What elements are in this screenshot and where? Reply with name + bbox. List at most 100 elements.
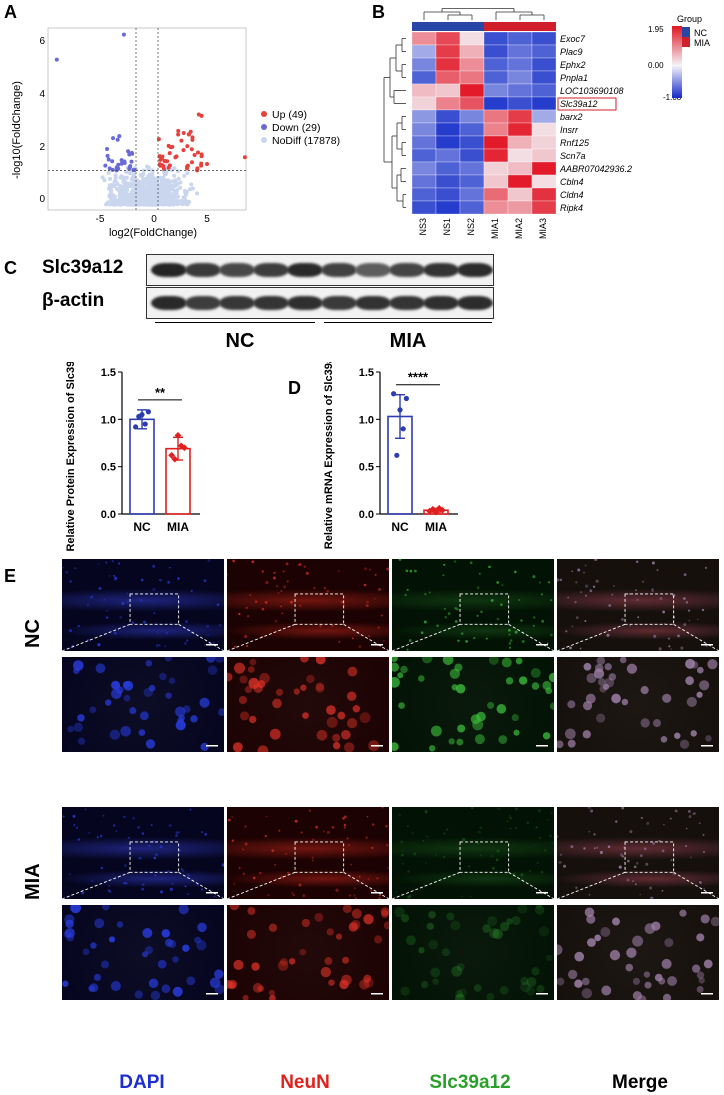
cell: [302, 894, 306, 897]
mrna-chart-svg: Relative mRNA Expression of Slc39a12 0.0…: [323, 345, 458, 549]
cell: [377, 626, 380, 629]
cell: [74, 567, 77, 570]
scale-tick-mid: 0.00: [648, 61, 664, 70]
cell: [409, 569, 413, 573]
cell: [635, 589, 638, 592]
cell: [338, 640, 341, 643]
protein-bar-chart: Relative Protein Expression of Slc39a12 …: [60, 342, 210, 552]
blot-band: [321, 263, 357, 277]
cell: [265, 815, 268, 818]
cell: [380, 614, 383, 617]
nodiff-point: [133, 182, 138, 187]
nodiff-point: [141, 172, 146, 177]
cell: [340, 600, 344, 604]
heatmap-cell: [435, 161, 461, 176]
cell: [565, 630, 568, 633]
cell: [526, 977, 537, 988]
cell: [499, 921, 510, 932]
up-point: [185, 163, 190, 168]
micrograph-cells: [557, 559, 719, 651]
heatmap-cell: [459, 161, 485, 176]
heatmap-cell: [411, 57, 437, 72]
cell: [337, 570, 340, 573]
blot-band: [389, 296, 425, 310]
cell: [535, 826, 538, 829]
cell: [227, 818, 231, 822]
nodiff-point: [185, 202, 190, 207]
cell: [238, 866, 241, 869]
scale-bar: [701, 892, 713, 894]
cell: [584, 907, 595, 918]
cell: [449, 668, 460, 679]
cell: [619, 657, 627, 664]
cell: [86, 603, 90, 607]
cell: [395, 891, 398, 893]
cell: [508, 633, 511, 636]
cell: [335, 888, 339, 892]
cell: [407, 870, 410, 873]
nodiff-point: [153, 202, 158, 207]
cell: [150, 824, 153, 826]
cell: [268, 989, 275, 996]
zoom-guide-line: [673, 871, 719, 899]
nodiff-point: [172, 173, 177, 178]
cell: [372, 823, 375, 826]
cell: [392, 657, 398, 662]
zoom-guide-line: [508, 871, 554, 899]
up-point: [199, 161, 204, 166]
cell: [299, 948, 307, 956]
legend-down-label: Down (29): [272, 122, 320, 134]
cell: [446, 828, 449, 831]
cell: [120, 725, 131, 737]
cell: [365, 836, 368, 839]
cell: [615, 820, 618, 823]
down-point: [122, 159, 127, 164]
col-label-merge: Merge: [612, 1072, 668, 1093]
cell: [123, 694, 131, 702]
cell: [347, 844, 350, 847]
cell: [406, 825, 409, 828]
cell: [113, 824, 116, 827]
nodiff-point: [102, 178, 107, 183]
cell: [363, 977, 374, 988]
cell: [285, 562, 289, 566]
heatmap-cell: [531, 70, 557, 85]
heatmap-cell: [507, 187, 533, 202]
nodiff-point: [124, 175, 129, 180]
up-point: [205, 161, 210, 166]
cell: [520, 619, 523, 622]
cell: [346, 837, 349, 840]
down-point: [105, 147, 110, 152]
cell: [517, 905, 528, 914]
nodiff-point: [133, 192, 138, 197]
nodiff-point: [182, 188, 187, 193]
scale-bar: [371, 892, 383, 894]
group-nc-swatch: [680, 27, 690, 37]
cell: [639, 893, 641, 896]
cell: [218, 708, 224, 717]
legend-down-dot: [261, 124, 267, 130]
heatmap-cell: [459, 57, 485, 72]
cell: [184, 642, 187, 645]
nodiff-point: [166, 178, 171, 183]
cell: [594, 934, 602, 942]
cell: [234, 662, 246, 674]
cell: [245, 606, 248, 610]
cell: [174, 706, 186, 717]
cell: [696, 666, 704, 674]
nodiff-point: [156, 192, 161, 197]
heatmap-panel: Group NC MIA 1.95 0.00 -1.08 Exoc7Plac9E…: [380, 8, 724, 248]
cell: [550, 599, 553, 602]
up-point: [185, 144, 190, 149]
cell: [137, 825, 140, 829]
cell: [571, 570, 574, 573]
overview-micrograph: [62, 559, 224, 651]
cell: [696, 618, 699, 621]
cell: [326, 716, 338, 728]
cell: [142, 951, 149, 958]
cell: [472, 719, 484, 731]
cell: [504, 868, 507, 871]
nodiff-point: [143, 200, 148, 205]
heatmap-cell: [435, 96, 461, 111]
volcano-xtick-5: 5: [204, 214, 210, 225]
